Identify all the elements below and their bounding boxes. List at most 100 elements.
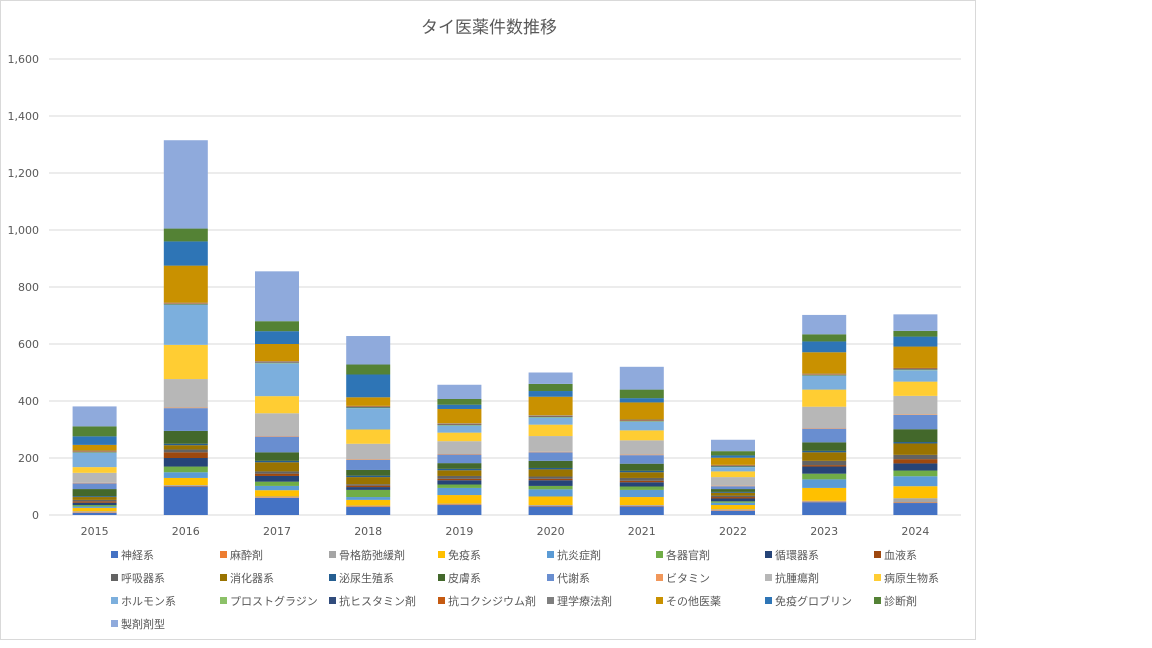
bar-segment (163, 304, 208, 345)
bar-segment (346, 489, 391, 498)
bar-segment (255, 436, 299, 453)
bar-segment (619, 402, 664, 420)
bar-segment (255, 361, 299, 362)
bar-segment (619, 420, 664, 422)
bar-segment (163, 302, 208, 304)
y-tick-label: 600 (18, 338, 39, 351)
bar-segment (346, 475, 391, 478)
bar-segment (437, 432, 482, 442)
bar-segment (163, 379, 208, 408)
bar-segment (72, 507, 117, 512)
bar-segment (163, 303, 208, 304)
x-axis-tick-labels: 2015 2016 2017 2018 2019 2020 2021 2022 2023 2024 (81, 525, 930, 538)
legend-swatch (547, 551, 554, 558)
bar-segment (72, 444, 117, 451)
legend-label: 皮膚系 (448, 571, 481, 585)
bar-segment (528, 460, 573, 468)
bar-segment (619, 389, 664, 399)
bar-segment (72, 451, 117, 453)
legend-swatch (874, 597, 881, 604)
bar-segment (437, 424, 482, 426)
bar-segment (437, 423, 482, 425)
legend-swatch (329, 597, 336, 604)
bar-segment (893, 395, 938, 415)
legend-swatch (765, 551, 772, 558)
bar-segment (255, 344, 299, 362)
bar-segment (255, 473, 299, 476)
legend-label: ホルモン系 (121, 595, 176, 608)
legend-label: 循環器系 (775, 549, 819, 562)
legend-label: 泌尿生殖系 (339, 571, 394, 585)
bar-segment (255, 496, 299, 498)
bar-segment (163, 477, 208, 486)
bar-segment (346, 487, 391, 490)
legend-swatch (547, 597, 554, 604)
legend-label: 麻酔剤 (230, 548, 263, 562)
bar-segment (619, 366, 664, 390)
bar-segment (346, 406, 391, 408)
bar-segment (619, 419, 664, 421)
bar-segment (893, 476, 938, 487)
bar-segment (528, 451, 573, 453)
bar-segment (163, 303, 208, 305)
x-tick-label: 2023 (810, 525, 838, 538)
bar-segment (528, 452, 573, 461)
bar-segment (437, 470, 482, 476)
bar-segment (163, 265, 208, 303)
y-tick-label: 800 (18, 281, 39, 294)
bar-segment (437, 423, 482, 424)
bar-segment (72, 436, 117, 445)
bar-segment (528, 485, 573, 490)
bar-segment (619, 421, 664, 422)
bar-segment (711, 510, 755, 515)
bar-segment (346, 407, 391, 409)
y-tick-label: 1,000 (8, 224, 40, 237)
legend-swatch (111, 597, 118, 604)
bar-segment (802, 375, 847, 390)
legend-swatch (111, 551, 118, 558)
legend-swatch (765, 574, 772, 581)
bar-segment (437, 468, 482, 471)
bar-segment (619, 455, 664, 464)
y-tick-label: 400 (18, 395, 39, 408)
bar-segment (72, 499, 117, 502)
bar-segment (346, 469, 391, 476)
bar-segment (346, 507, 391, 515)
bar-segment (72, 505, 117, 507)
bar-segment (346, 499, 391, 506)
bar-segment (893, 369, 938, 370)
bar-segment (893, 381, 938, 396)
bar-segment (437, 495, 482, 504)
bar-segment (619, 463, 664, 471)
bar-segment (711, 439, 755, 452)
bar-segment (163, 408, 208, 431)
bar-segment (255, 436, 299, 437)
bar-segment (711, 464, 755, 466)
bar-segment (711, 465, 755, 467)
bar-segment (528, 505, 573, 507)
bar-segment (528, 391, 573, 397)
bar-segment (802, 373, 847, 375)
bar-segment (346, 406, 391, 407)
bar-segment (346, 485, 391, 488)
bar-segment (528, 415, 573, 416)
bar-segment (802, 501, 847, 503)
bar-segment (802, 428, 847, 443)
y-tick-label: 1,200 (8, 167, 40, 180)
bar-segment (619, 486, 664, 490)
bar-segment (163, 452, 208, 458)
bar-segment (802, 341, 847, 353)
legend-label: 抗腫瘍剤 (775, 571, 819, 585)
legend-swatch (111, 574, 118, 581)
bar-segment (437, 404, 482, 409)
bar-segment (893, 369, 938, 371)
bar-segment (346, 364, 391, 375)
bar-segment (893, 443, 938, 455)
bar-segment (711, 509, 755, 511)
bar-segment (893, 414, 938, 415)
bar-segment (163, 228, 208, 242)
bar-segment (437, 424, 482, 425)
bar-segment (528, 505, 573, 506)
bar-segment (437, 475, 482, 479)
